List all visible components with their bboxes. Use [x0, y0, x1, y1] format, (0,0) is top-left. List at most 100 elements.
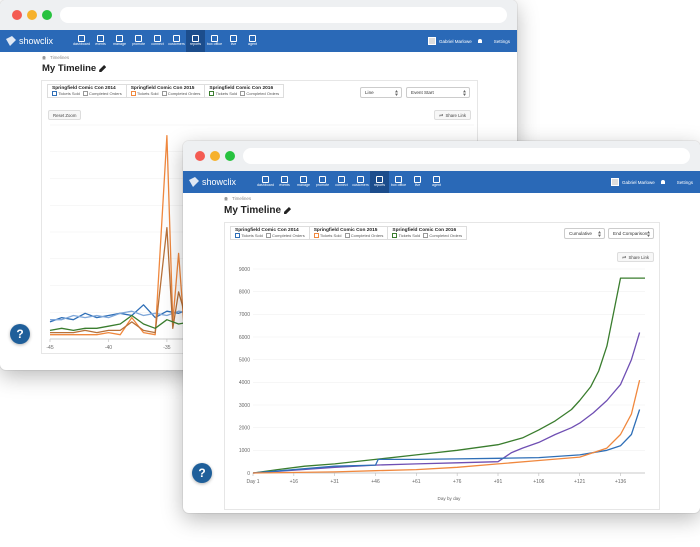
series-line[interactable]	[252, 379, 641, 474]
page-title: My Timeline	[42, 63, 107, 74]
nav-events[interactable]: events	[275, 171, 294, 193]
nav-events[interactable]: events	[91, 30, 110, 52]
nav-manage[interactable]: manage	[294, 171, 313, 193]
nav-promote[interactable]: promote	[129, 30, 148, 52]
pencil-icon[interactable]	[99, 65, 107, 72]
minimize-dot-icon[interactable]	[210, 151, 220, 161]
chart-type-select[interactable]: Cumulative	[564, 228, 605, 239]
chart-type-select[interactable]: Line	[360, 87, 402, 98]
close-dot-icon[interactable]	[195, 151, 205, 161]
nav-live[interactable]: live	[408, 171, 427, 193]
settings-link[interactable]: Settings	[493, 38, 511, 44]
series-line[interactable]	[50, 135, 191, 336]
x-tick-label: +121	[574, 479, 585, 485]
close-dot-icon[interactable]	[12, 10, 22, 20]
nav-dashboard[interactable]: dashboard	[256, 171, 275, 193]
series-line[interactable]	[49, 314, 191, 332]
maximize-dot-icon[interactable]	[225, 151, 235, 161]
dashboard-icon	[78, 35, 85, 43]
avatar[interactable]	[611, 178, 619, 186]
checkbox-icon[interactable]	[423, 233, 429, 238]
nav-box-office[interactable]: box office	[389, 171, 408, 193]
x-tick-label: -45	[46, 345, 53, 351]
checkbox-icon[interactable]	[82, 91, 88, 96]
y-tick-label: 9000	[239, 267, 250, 273]
nav-reports[interactable]: reports	[186, 30, 205, 52]
y-tick-label: 3000	[239, 403, 250, 409]
compare-mode-select[interactable]: End Comparison	[608, 228, 654, 239]
nav-manage[interactable]: manage	[110, 30, 129, 52]
share-icon	[439, 113, 444, 117]
breadcrumb-timelines[interactable]: Timelines	[50, 55, 70, 60]
nav-customers[interactable]: customers	[351, 171, 370, 193]
help-button[interactable]: ?	[10, 324, 30, 344]
series-line[interactable]	[50, 310, 191, 321]
logo-icon	[189, 177, 199, 187]
address-bar[interactable]	[60, 7, 507, 23]
user-name[interactable]: Gabriel Marlowe	[439, 38, 472, 44]
nav-dashboard[interactable]: dashboard	[72, 30, 91, 52]
checkbox-icon[interactable]	[52, 91, 57, 96]
checkbox-icon[interactable]	[161, 91, 167, 96]
checkbox-icon[interactable]	[235, 233, 240, 238]
series-line[interactable]	[252, 409, 641, 474]
dashboard-icon	[262, 176, 269, 184]
series-line[interactable]	[252, 332, 641, 474]
nav-box-office[interactable]: box office	[205, 30, 224, 52]
nav-connect[interactable]: connect	[332, 171, 351, 193]
bell-icon[interactable]	[660, 180, 665, 184]
breadcrumb-timelines[interactable]: Timelines	[232, 196, 252, 201]
user-name[interactable]: Gabriel Marlowe	[622, 179, 655, 185]
gear-icon	[300, 176, 307, 184]
calendar-icon	[281, 176, 288, 184]
checkbox-icon[interactable]	[265, 233, 271, 238]
x-tick-label: +31	[330, 479, 339, 485]
nav-items: dashboard events manage promote connect …	[72, 30, 262, 52]
checkbox-icon[interactable]	[240, 91, 246, 96]
legend-group: Springfield Comic Con 2016 Tickets Sold C…	[209, 86, 280, 96]
checkbox-icon[interactable]	[209, 91, 215, 96]
checkbox-icon[interactable]	[344, 233, 350, 238]
x-tick-label: +136	[615, 479, 626, 485]
nav-reports[interactable]: reports	[370, 171, 389, 193]
nav-live[interactable]: live	[224, 30, 243, 52]
pencil-icon[interactable]	[284, 207, 292, 214]
home-icon[interactable]	[224, 196, 228, 201]
x-tick-label: +91	[494, 479, 503, 485]
user-area: Gabriel Marlowe Settings	[428, 30, 510, 52]
help-button[interactable]: ?	[192, 463, 212, 483]
nav-customers[interactable]: customers	[167, 30, 186, 52]
brand-logo[interactable]: showclix	[6, 30, 53, 52]
reset-zoom-button[interactable]: Reset Zoom	[48, 110, 82, 120]
browser-chrome	[0, 0, 517, 30]
series-line[interactable]	[50, 227, 191, 334]
avatar[interactable]	[428, 37, 436, 45]
nav-agent[interactable]: agent	[427, 171, 446, 193]
settings-link[interactable]: Settings	[676, 179, 694, 185]
y-tick-label: 8000	[239, 289, 250, 295]
legend: Springfield Comic Con 2014 Tickets Sold C…	[230, 226, 468, 240]
share-icon	[622, 255, 627, 259]
checkbox-icon[interactable]	[313, 233, 319, 238]
minimize-dot-icon[interactable]	[27, 10, 37, 20]
checkbox-icon[interactable]	[392, 233, 398, 238]
legend-group: Springfield Comic Con 2015 Tickets Sold C…	[127, 85, 206, 97]
address-bar[interactable]	[243, 148, 690, 164]
bell-icon[interactable]	[477, 39, 482, 43]
nav-promote[interactable]: promote	[313, 171, 332, 193]
page-title: My Timeline	[224, 205, 292, 216]
front-chart-panel: Springfield Comic Con 2014 Tickets Sold C…	[224, 222, 660, 510]
x-tick-label: -40	[105, 345, 112, 351]
brand-logo[interactable]: showclix	[189, 171, 236, 193]
nav-connect[interactable]: connect	[148, 30, 167, 52]
y-tick-label: 1000	[239, 448, 250, 454]
share-link-button[interactable]: Share Link	[434, 110, 471, 120]
share-link-button[interactable]: Share Link	[617, 252, 654, 262]
nav-agent[interactable]: agent	[243, 30, 262, 52]
chart-line-icon	[192, 35, 199, 43]
maximize-dot-icon[interactable]	[42, 10, 52, 20]
compare-mode-select[interactable]: Event Start	[406, 87, 470, 98]
checkbox-icon[interactable]	[130, 91, 136, 96]
series-line[interactable]	[252, 277, 645, 474]
home-icon[interactable]	[42, 55, 46, 60]
